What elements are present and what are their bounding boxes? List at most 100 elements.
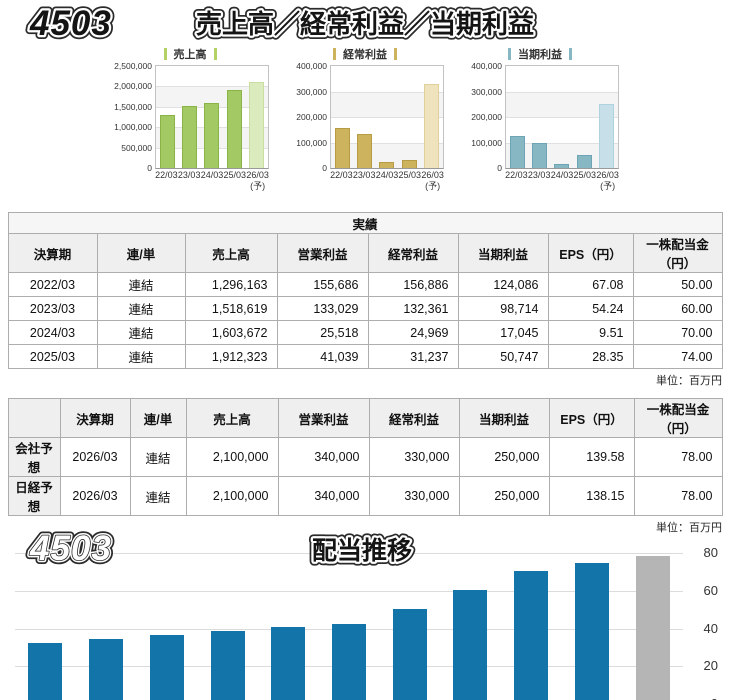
x-tick-label: 25/03 bbox=[398, 170, 422, 180]
column-header: 経常利益 bbox=[367, 233, 459, 273]
column-header: 決算期 bbox=[59, 398, 131, 438]
page-title-outline: 売上高／経常利益／当期利益 bbox=[196, 9, 534, 39]
forecast-table: 決算期 連/単 売上高 営業利益 経常利益 当期利益 EPS（円） 一株配当金（円） 会社予想… bbox=[7, 398, 723, 516]
column-header: 連/単 bbox=[96, 233, 186, 273]
table-cell: 138.15 bbox=[548, 476, 635, 516]
dividend-title-outline: 配当推移 bbox=[312, 537, 412, 565]
x-tick-label: 25/03 bbox=[573, 170, 597, 180]
table-cell: 330,000 bbox=[368, 476, 460, 516]
y-tick-label: 400,000 bbox=[296, 61, 327, 71]
table-cell: 2,100,000 bbox=[185, 437, 279, 477]
column-header: 一株配当金（円） bbox=[633, 398, 723, 438]
y-axis: 400,000 300,000 200,000 100,000 0 bbox=[461, 61, 505, 173]
table-row: 2023/03 連結 1,518,619 133,029 132,361 98,714 54… bbox=[7, 296, 723, 321]
bar-26/03-forecast bbox=[599, 104, 615, 168]
column-header: 売上高 bbox=[185, 398, 279, 438]
results-table-caption: 実績 bbox=[7, 212, 723, 234]
column-header: 営業利益 bbox=[276, 233, 369, 273]
column-header: 連/単 bbox=[129, 398, 187, 438]
x-tick-label: 23/03 bbox=[527, 170, 551, 180]
plot-band bbox=[506, 66, 618, 92]
bar-22/03 bbox=[334, 128, 350, 168]
y-tick-label: 0 bbox=[497, 163, 502, 173]
table-cell: 9.51 bbox=[547, 320, 634, 345]
column-header: 売上高 bbox=[184, 233, 278, 273]
bar-17/3 bbox=[89, 639, 124, 700]
bar-22/3 bbox=[392, 609, 427, 700]
x-tick-label: 22/03 bbox=[330, 170, 353, 180]
gridline bbox=[506, 117, 618, 118]
stock-code-logo: 4503 bbox=[29, 529, 112, 568]
x-axis: 22/03 23/03 24/03 25/03 26/03 (予) bbox=[505, 170, 619, 192]
results-table-caption-row: 実績 bbox=[7, 212, 723, 234]
table-cell: 1,518,619 bbox=[184, 296, 278, 321]
table-cell: 50,747 bbox=[457, 344, 549, 369]
y-tick-label: 200,000 bbox=[296, 112, 327, 122]
column-header: EPS（円） bbox=[547, 233, 634, 273]
x-tick-label: 26/03 (予) bbox=[596, 170, 619, 191]
bars-group bbox=[506, 66, 618, 168]
table-cell: 340,000 bbox=[277, 437, 370, 477]
bar-23/3 bbox=[453, 590, 488, 700]
gridline bbox=[156, 86, 268, 88]
table-cell: 54.24 bbox=[547, 296, 634, 321]
page-title: 売上高／経常利益／当期利益 bbox=[196, 9, 534, 39]
title-marker-icon bbox=[163, 48, 167, 60]
stock-code-logo-outline: 4503 bbox=[29, 529, 112, 568]
table-cell: 24,969 bbox=[367, 320, 459, 345]
bar-18/3 bbox=[149, 635, 184, 700]
column-header: 経常利益 bbox=[368, 398, 460, 438]
table-cell: 2024/03 bbox=[7, 320, 98, 345]
page-header: 4503 4503 4503 売上高／経常利益／当期利益 売上高／経常利益／当期… bbox=[25, 0, 538, 46]
bar-24/03 bbox=[379, 162, 395, 168]
table-cell: 74.00 bbox=[632, 344, 723, 369]
table-cell: 31,237 bbox=[367, 344, 459, 369]
y-tick-label: 100,000 bbox=[471, 137, 502, 148]
dividend-y-axis: 0 20 40 60 80 bbox=[688, 535, 718, 700]
dividend-header: 4503 4503 4503 配当推移 配当推移 配当推移 bbox=[25, 529, 416, 569]
gridline bbox=[506, 142, 618, 144]
x-tick-label: 24/03 bbox=[375, 170, 399, 180]
x-axis: 22/03 23/03 24/03 25/03 26/03 (予) bbox=[155, 170, 269, 192]
y-tick-label: 100,000 bbox=[296, 137, 327, 148]
chart-title: 売上高 bbox=[111, 46, 269, 62]
stock-code-logo: 4503 bbox=[29, 4, 112, 43]
gridline bbox=[331, 117, 443, 118]
title-marker-icon bbox=[394, 48, 397, 60]
column-header: 当期利益 bbox=[458, 398, 550, 438]
table-cell: 50.00 bbox=[632, 272, 723, 297]
y-tick-label: 500,000 bbox=[121, 142, 152, 153]
x-tick-label: 24/03 bbox=[550, 170, 574, 180]
column-header: 決算期 bbox=[7, 233, 98, 273]
x-tick-label: 22/03 bbox=[505, 170, 528, 180]
table-cell: 67.08 bbox=[547, 272, 634, 297]
table-cell: 1,296,163 bbox=[184, 272, 278, 297]
bar-20/3 bbox=[271, 627, 306, 700]
table-cell: 41,039 bbox=[276, 344, 369, 369]
table-cell: 139.58 bbox=[548, 437, 635, 477]
table-cell: 1,603,672 bbox=[184, 320, 278, 345]
table-cell: 78.00 bbox=[633, 476, 723, 516]
row-header: 日経予想 bbox=[7, 476, 61, 516]
chart-title: 経常利益 bbox=[286, 46, 444, 62]
table-row: 2025/03 連結 1,912,323 41,039 31,237 50,747 28.3… bbox=[7, 344, 723, 369]
table-cell: 60.00 bbox=[632, 296, 723, 321]
bar-22/03 bbox=[159, 115, 175, 168]
plot-band bbox=[156, 66, 268, 87]
mini-charts-row: 売上高 2,500,000 2,000,000 1,500,000 1,000,000… bbox=[0, 46, 730, 198]
bar-19/3 bbox=[210, 631, 245, 700]
x-tick-label: 24/03 bbox=[200, 170, 224, 180]
y-axis: 2,500,000 2,000,000 1,500,000 1,000,000 500,… bbox=[111, 61, 155, 173]
bar-21/3 bbox=[331, 624, 366, 700]
net-profit-chart: 当期利益 400,000 300,000 200,000 100,000 0 22/03… bbox=[461, 46, 619, 198]
table-cell: 2022/03 bbox=[7, 272, 98, 297]
ordinary-profit-chart: 経常利益 400,000 300,000 200,000 100,000 0 22/03… bbox=[286, 46, 444, 198]
bar-25/03 bbox=[226, 90, 242, 168]
column-header: 営業利益 bbox=[277, 398, 370, 438]
bar-23/03 bbox=[357, 134, 373, 168]
page-title-ring: 売上高／経常利益／当期利益 bbox=[196, 9, 534, 39]
x-tick-label: 22/03 bbox=[155, 170, 178, 180]
x-axis: 22/03 23/03 24/03 25/03 26/03 (予) bbox=[330, 170, 444, 192]
table-row: 会社予想 2026/03 連結 2,100,000 340,000 330,000 250,… bbox=[7, 437, 723, 477]
table-cell: 98,714 bbox=[457, 296, 549, 321]
